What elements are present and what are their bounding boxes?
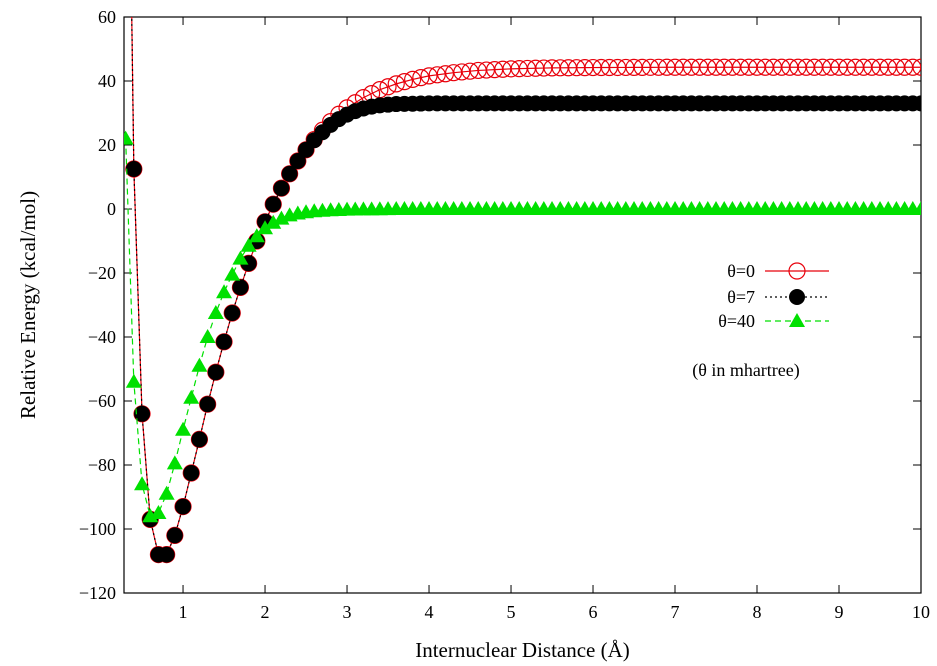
y-tick-label: −80 [88,455,116,475]
data-point-marker [124,130,134,145]
series-2 [124,130,921,523]
data-point-marker [216,284,233,299]
series-line [125,138,921,518]
series-1 [125,17,921,563]
y-tick-label: −20 [88,263,116,283]
legend-marker [789,289,805,305]
y-tick-label: 40 [98,71,116,91]
y-tick-label: −40 [88,327,116,347]
data-point-marker [257,220,274,235]
series-layer [124,17,921,564]
x-tick-label: 4 [425,602,434,622]
x-axis-title: Internuclear Distance (Å) [415,638,630,662]
data-point-marker [183,389,200,404]
data-point-marker [387,75,405,93]
data-point-marker [199,329,216,343]
data-point-marker [265,214,282,229]
data-point-marker [175,421,192,436]
legend-label: θ=0 [727,261,755,281]
x-tick-label: 3 [343,602,352,622]
plot-frame [123,16,922,594]
data-point-marker [207,364,224,381]
data-point-marker [904,58,921,76]
x-tick-label: 9 [835,602,844,622]
legend: θ=0 θ=7 θ=40 [718,261,829,331]
data-point-marker [232,250,249,265]
data-point-marker [404,70,422,89]
data-point-marker [191,431,208,448]
x-tick-label: 6 [589,602,598,622]
data-point-marker [125,373,142,388]
data-point-marker [232,279,249,296]
data-point-marker [199,396,216,413]
data-point-marker [281,165,298,182]
data-point-marker [216,333,233,350]
data-point-marker [158,546,175,563]
data-point-marker [134,476,151,491]
data-point-marker [207,305,224,319]
legend-marker [788,262,806,280]
x-tick-label: 5 [507,602,516,622]
x-tick-label: 8 [753,602,762,622]
legend-marker [789,313,805,327]
data-point-marker [125,161,142,177]
y-tick-label: 60 [98,7,116,27]
theta-units-note: (θ in mhartree) [692,360,800,381]
legend-entry-0: θ=0 [727,261,829,281]
data-point-marker [912,58,921,76]
y-tick-label: 0 [107,199,116,219]
data-point-marker [420,67,438,85]
y-tick-label: 20 [98,135,116,155]
data-point-marker [150,505,167,519]
data-point-marker [248,228,265,243]
y-tick-label: −120 [79,583,116,603]
y-tick-label: −60 [88,391,116,411]
data-point-marker [265,196,282,213]
data-point-marker [175,498,192,515]
data-point-marker [166,455,183,470]
x-tick-label: 1 [179,602,188,622]
data-point-marker [158,485,175,500]
data-point-marker [224,305,241,321]
axes: 1 2 3 4 5 6 7 8 9 10 −120 −100 −80 −60 −40 −20 0 20 40 60 [79,7,930,622]
legend-label: θ=40 [718,311,755,331]
legend-entry-2: θ=40 [718,311,829,331]
x-tick-label: 7 [671,602,680,622]
x-tick-label: 10 [912,602,930,622]
data-point-marker [273,180,290,197]
data-point-marker [166,527,183,544]
data-point-marker [134,405,151,422]
legend-label: θ=7 [727,287,755,307]
data-point-marker [224,266,241,281]
data-point-marker [289,153,306,169]
data-point-marker [183,465,200,481]
data-point-marker [412,69,430,87]
data-point-marker [191,357,208,372]
y-axis-title: Relative Energy (kcal/mol) [16,191,40,419]
x-tick-label: 2 [261,602,270,622]
data-point-marker [428,66,446,84]
data-point-marker [395,73,414,91]
data-point-marker [379,78,397,96]
y-tick-label: −100 [79,519,116,539]
data-point-marker [913,95,921,112]
data-point-marker [240,237,257,252]
legend-entry-1: θ=7 [727,287,829,307]
data-point-marker [913,201,921,215]
